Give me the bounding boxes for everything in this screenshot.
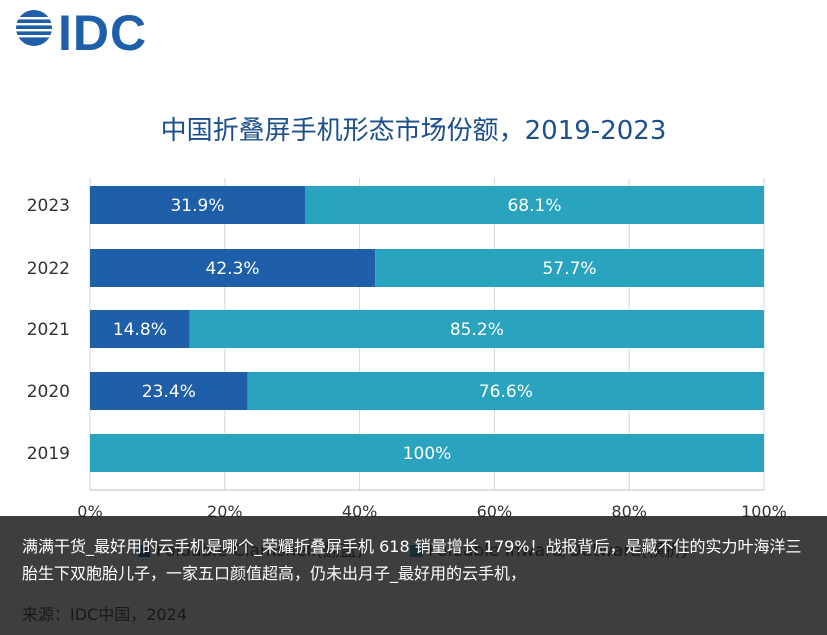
- chart-title: 中国折叠屏手机形态市场份额，2019-2023: [160, 116, 667, 146]
- bar-segment: [90, 434, 764, 472]
- data-label: 57.7%: [543, 259, 597, 279]
- data-label: 23.4%: [142, 382, 196, 402]
- data-label: 42.3%: [206, 259, 260, 279]
- bar-segment: [90, 186, 306, 224]
- y-tick-label: 2023: [27, 196, 70, 216]
- idc-logo: IDC: [14, 5, 164, 61]
- y-tick-label: 2021: [27, 320, 70, 340]
- caption-text: 满满干货_最好用的云手机是哪个_荣耀折叠屏手机 618 销量增长 179%！战报…: [22, 537, 802, 583]
- y-tick-label: 2022: [27, 259, 70, 279]
- data-label: 100%: [403, 444, 452, 464]
- globe-icon: [16, 10, 52, 46]
- logo-text: IDC: [58, 5, 148, 61]
- y-tick-label: 2019: [27, 444, 70, 464]
- y-tick-label: 2020: [27, 382, 70, 402]
- bar-segment: [90, 372, 248, 410]
- bar-segment: [375, 249, 764, 287]
- bar-segment: [305, 186, 764, 224]
- bar-segment: [90, 249, 376, 287]
- bar-segment: [247, 372, 764, 410]
- data-label: 68.1%: [507, 196, 561, 216]
- caption-overlay: [0, 516, 827, 635]
- data-label: 85.2%: [450, 320, 504, 340]
- bar-segment: [90, 310, 190, 348]
- data-label: 76.6%: [479, 382, 533, 402]
- data-label: 31.9%: [170, 196, 224, 216]
- data-label: 14.8%: [113, 320, 167, 340]
- bar-segment: [189, 310, 764, 348]
